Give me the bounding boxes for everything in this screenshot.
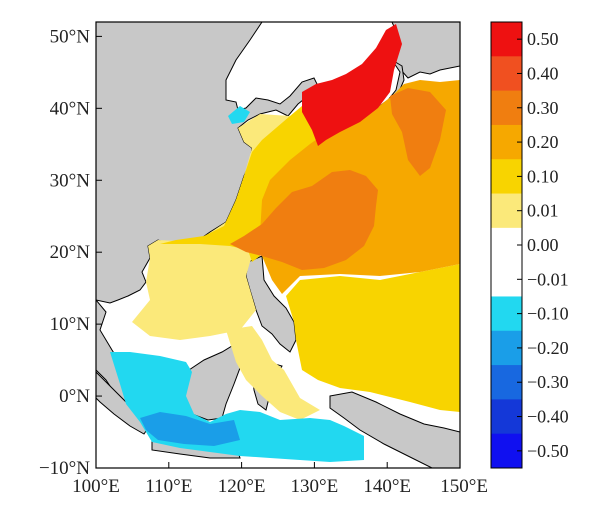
lon-tick-label: 120°E [218,476,266,497]
colorbar-label: −0.10 [527,304,569,324]
colorbar-swatch [491,159,522,195]
colorbar-swatch [491,124,522,160]
colorbar-label: −0.40 [527,407,569,427]
lon-tick-label: 130°E [291,476,339,497]
colorbar-label: −0.50 [527,441,569,461]
field-blue-java-sea [140,412,240,446]
colorbar-label: −0.20 [527,338,569,358]
colorbar-label: 0.40 [527,63,559,83]
colorbar-label: 0.01 [527,201,559,221]
field-cyan [110,106,364,462]
field-yellow [160,100,460,412]
field-dark-orange [230,88,446,270]
longitude-axis: 100°E 110°E 120°E 130°E 140°E 150°E [72,462,488,497]
colorbar-swatch [491,262,522,297]
lon-tick-label: 150°E [440,476,488,497]
field-light-yellow [132,114,320,420]
lat-tick-label: 0°N [59,386,90,407]
land-new-guinea [329,391,460,468]
field-red-sea-of-japan [302,24,402,146]
lon-tick-label: 110°E [145,476,192,497]
colorbar-swatch [491,433,522,469]
colorbar-label: 0.00 [527,235,559,255]
colorbar-swatch [491,227,522,263]
lon-tick-label: 140°E [363,476,411,497]
colorbar-label: 0.20 [527,132,559,152]
colorbar-label: −0.30 [527,372,569,392]
colorbar-swatch [491,330,522,366]
latitude-axis: 50°N 40°N 30°N 20°N 10°N 0°N −10°N [39,26,102,479]
lat-tick-label: 30°N [50,170,91,191]
colorbar-swatch [491,22,522,57]
lon-tick-label: 100°E [72,476,120,497]
lat-tick-label: 50°N [50,26,91,47]
lat-tick-label: 20°N [50,242,91,263]
colorbar-label: 0.50 [527,29,559,49]
colorbar-label: 0.30 [527,98,559,118]
colorbar-swatch [491,193,522,229]
colorbar-label: 0.10 [527,166,559,186]
lat-tick-label: 10°N [50,314,91,335]
map-layers [96,22,460,468]
colorbar-label: −0.01 [527,269,569,289]
colorbar-swatch [491,56,522,92]
colorbar-swatch [491,90,522,126]
colorbar-swatch [491,365,522,400]
colorbar-swatch [491,296,522,332]
colorbar-swatch [491,399,522,435]
lat-tick-label: −10°N [39,458,90,479]
colorbar: 0.50 0.40 0.30 0.20 0.10 0.01 0.00 −0.01 −0.10 −0… [490,21,569,469]
map-frame [95,21,461,469]
lat-tick-label: 40°N [50,98,91,119]
